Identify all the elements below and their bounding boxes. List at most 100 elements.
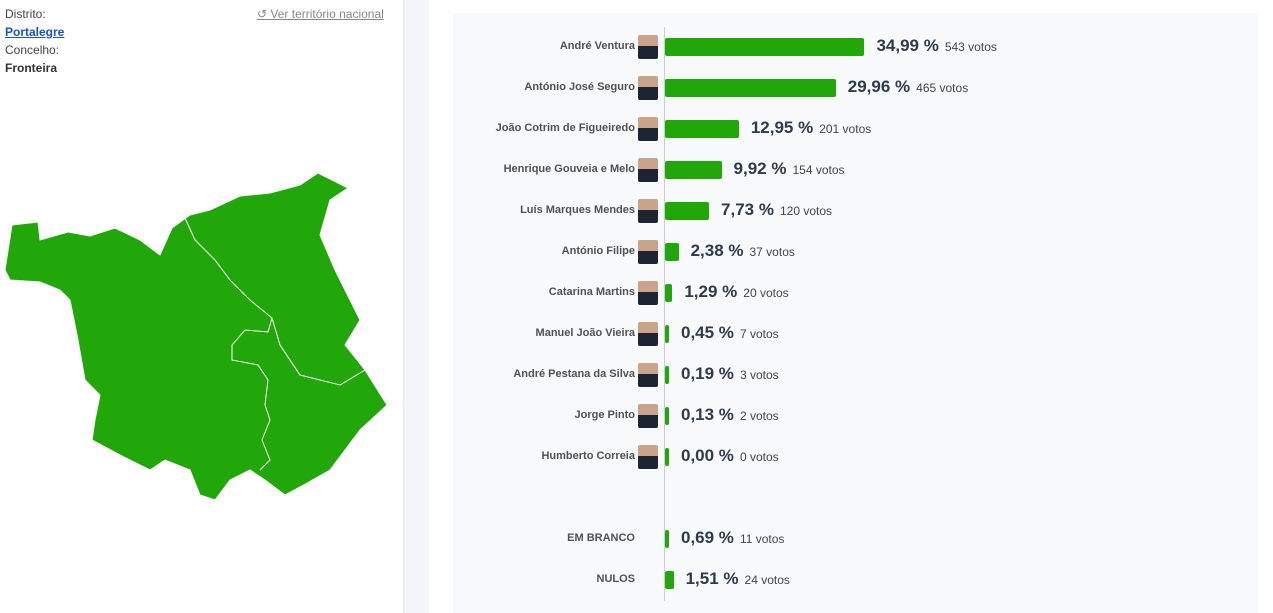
candidate-photo (638, 117, 658, 141)
concelho-map[interactable] (0, 160, 400, 510)
result-percent: 1,29 % 20 votos (684, 282, 788, 302)
result-bar (665, 79, 836, 97)
result-bar (665, 202, 710, 220)
percent-value: 0,00 % (681, 446, 734, 465)
result-bar (665, 530, 669, 548)
result-bar (665, 571, 674, 589)
candidate-name: Henrique Gouveia e Melo (503, 163, 635, 175)
vote-count: 37 votos (749, 245, 795, 259)
vote-count: 0 votos (739, 450, 779, 464)
result-percent: 1,51 % 24 votos (686, 569, 790, 589)
national-link-label: Ver território nacional (270, 7, 384, 21)
result-bar (665, 161, 722, 179)
result-row: André Ventura 34,99 % 543 votos (453, 32, 1258, 62)
candidate-photo (638, 445, 658, 469)
percent-value: 29,96 % (847, 77, 911, 96)
percent-value: 1,51 % (685, 569, 739, 588)
location-panel: Distrito: Portalegre Concelho: Fronteira… (0, 0, 403, 613)
percent-value: 12,95 % (750, 118, 814, 137)
result-row: António José Seguro 29,96 % 465 votos (453, 73, 1258, 103)
district-label: Distrito: (5, 7, 46, 21)
candidate-photo (638, 199, 658, 223)
vote-count: 3 votos (739, 368, 779, 382)
result-percent: 12,95 % 201 votos (751, 118, 871, 138)
candidate-photo (638, 158, 658, 182)
result-percent: 0,13 % 2 votos (681, 405, 779, 425)
result-percent: 2,38 % 37 votos (691, 241, 795, 261)
result-bar (665, 366, 669, 384)
candidate-name: António Filipe (561, 245, 635, 257)
vote-count: 2 votos (739, 409, 779, 423)
candidate-photo (638, 35, 658, 59)
percent-value: 2,38 % (690, 241, 744, 260)
result-row: Humberto Correia 0,00 % 0 votos (453, 442, 1258, 472)
vote-count: 11 votos (739, 532, 785, 546)
result-percent: 0,19 % 3 votos (681, 364, 779, 384)
map-parish-border (184, 217, 366, 471)
map-parish-region[interactable] (4, 172, 388, 501)
percent-value: 9,92 % (733, 159, 787, 178)
panel-divider (403, 0, 430, 613)
result-percent: 34,99 % 543 votos (876, 36, 996, 56)
candidate-name: Manuel João Vieira (535, 327, 635, 339)
candidate-photo (638, 76, 658, 100)
candidate-name: Catarina Martins (548, 286, 635, 298)
result-bar (665, 448, 669, 466)
percent-value: 0,45 % (681, 323, 734, 342)
candidate-name: João Cotrim de Figueiredo (495, 122, 635, 134)
vote-count: 543 votos (944, 40, 997, 54)
result-bar (665, 284, 673, 302)
candidate-name: Jorge Pinto (574, 409, 635, 421)
result-bar (665, 243, 679, 261)
candidate-name: Luís Marques Mendes (520, 204, 635, 216)
result-row: Henrique Gouveia e Melo 9,92 % 154 votos (453, 155, 1258, 185)
percent-value: 0,19 % (681, 364, 734, 383)
candidate-name: NULOS (596, 573, 636, 585)
result-row: EM BRANCO 0,69 % 11 votos (453, 524, 1258, 554)
vote-count: 201 votos (819, 122, 872, 136)
vote-count: 24 votos (744, 573, 790, 587)
result-percent: 7,73 % 120 votos (721, 200, 832, 220)
result-percent: 0,69 % 11 votos (681, 528, 784, 548)
result-bar (665, 38, 865, 56)
result-row: Catarina Martins 1,29 % 20 votos (453, 278, 1258, 308)
candidate-name: Humberto Correia (541, 450, 635, 462)
candidate-name: EM BRANCO (567, 532, 635, 544)
candidate-name: António José Seguro (524, 81, 635, 93)
percent-value: 7,73 % (721, 200, 774, 219)
district-link[interactable]: Portalegre (5, 25, 65, 39)
concelho-label: Concelho: (5, 43, 60, 57)
result-row: João Cotrim de Figueiredo 12,95 % 201 voto… (453, 114, 1258, 144)
percent-value: 0,69 % (681, 528, 734, 547)
undo-icon: ↺ (257, 7, 268, 21)
concelho-name: Fronteira (5, 61, 58, 75)
result-bar (665, 407, 669, 425)
candidate-photo (638, 240, 658, 264)
vote-count: 120 votos (779, 204, 833, 218)
result-row: António Filipe 2,38 % 37 votos (453, 237, 1258, 267)
result-percent: 29,96 % 465 votos (848, 77, 968, 97)
candidate-photo (638, 404, 658, 428)
result-row: Jorge Pinto 0,13 % 2 votos (453, 401, 1258, 431)
candidate-photo (638, 363, 658, 387)
candidate-photo (638, 281, 658, 305)
result-bar (665, 120, 739, 138)
result-bar (665, 325, 669, 343)
result-row: Luís Marques Mendes 7,73 % 120 votos (453, 196, 1258, 226)
national-territory-link[interactable]: ↺ Ver território nacional (257, 7, 384, 21)
candidate-name: André Pestana da Silva (513, 368, 635, 380)
vote-count: 7 votos (739, 327, 779, 341)
chart-axis (664, 27, 665, 601)
vote-count: 154 votos (792, 163, 845, 177)
result-row: NULOS 1,51 % 24 votos (453, 565, 1258, 595)
result-percent: 9,92 % 154 votos (734, 159, 845, 179)
results-card (453, 13, 1258, 613)
candidate-name: André Ventura (559, 40, 635, 52)
percent-value: 34,99 % (876, 36, 939, 55)
result-percent: 0,45 % 7 votos (681, 323, 779, 343)
percent-value: 1,29 % (684, 282, 738, 301)
result-row: André Pestana da Silva 0,19 % 3 votos (453, 360, 1258, 390)
candidate-photo (638, 322, 658, 346)
vote-count: 20 votos (743, 286, 789, 300)
percent-value: 0,13 % (681, 405, 734, 424)
